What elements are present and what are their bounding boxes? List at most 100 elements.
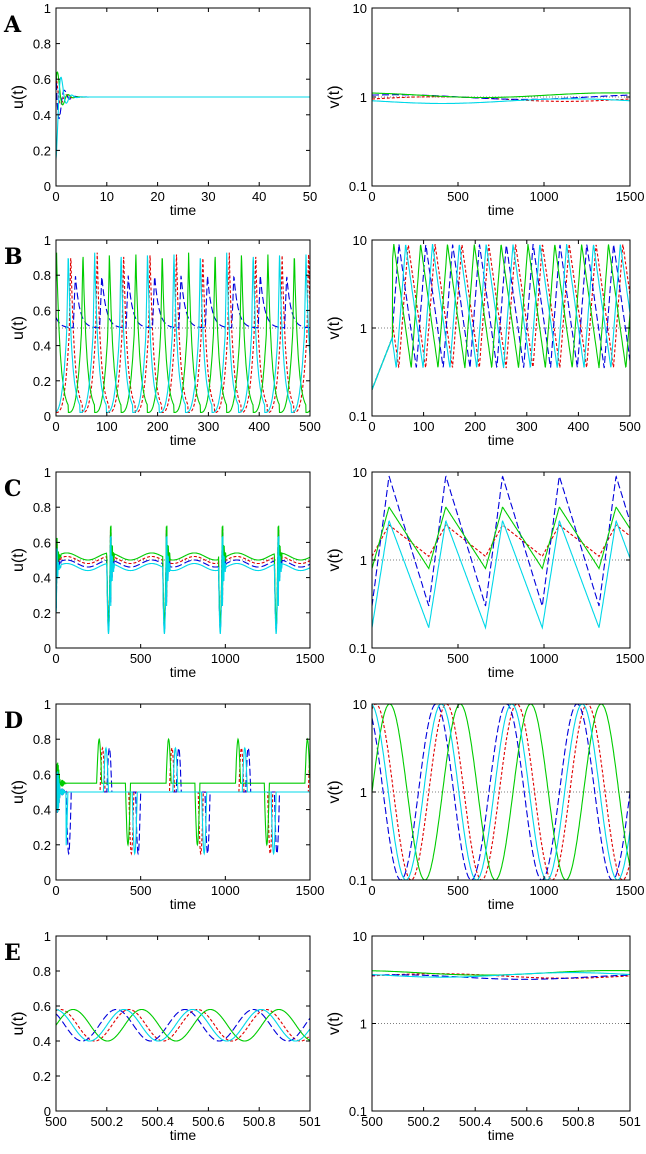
x-tick-label: 1500 bbox=[616, 883, 645, 898]
x-tick-label: 100 bbox=[96, 419, 118, 434]
y-axis-label: u(t) bbox=[10, 316, 27, 340]
panel-label-D: D bbox=[4, 708, 23, 734]
x-tick-label: 100 bbox=[413, 419, 435, 434]
y-tick-label: 0.8 bbox=[33, 964, 51, 979]
y-axis-label: u(t) bbox=[10, 1012, 27, 1036]
plot-C-u bbox=[55, 471, 311, 649]
plot-B-v bbox=[371, 239, 631, 417]
y-tick-label: 0.2 bbox=[33, 606, 51, 621]
y-tick-label: 0.1 bbox=[349, 873, 367, 888]
series-cyan bbox=[372, 972, 630, 978]
x-axis-label: time bbox=[488, 896, 515, 912]
y-tick-label: 0.8 bbox=[33, 37, 51, 52]
series-red bbox=[372, 96, 630, 102]
plot-D-u bbox=[55, 703, 311, 881]
x-tick-label: 500 bbox=[447, 189, 469, 204]
x-tick-label: 200 bbox=[147, 419, 169, 434]
y-tick-label: 0.4 bbox=[33, 1034, 51, 1049]
x-tick-label: 500 bbox=[130, 651, 152, 666]
y-axis-label: v(t) bbox=[326, 85, 343, 108]
x-tick-label: 500.2 bbox=[407, 1114, 440, 1129]
x-tick-label: 40 bbox=[252, 189, 266, 204]
x-tick-label: 500 bbox=[361, 1114, 383, 1129]
y-tick-label: 0.1 bbox=[349, 1104, 367, 1119]
x-tick-label: 20 bbox=[150, 189, 164, 204]
y-axis-label: v(t) bbox=[326, 548, 343, 571]
x-tick-label: 1000 bbox=[530, 189, 559, 204]
x-tick-label: 300 bbox=[516, 419, 538, 434]
x-tick-label: 500.4 bbox=[141, 1114, 174, 1129]
x-tick-label: 500.4 bbox=[459, 1114, 492, 1129]
series-green bbox=[56, 737, 310, 847]
plot-A-v bbox=[371, 7, 631, 187]
y-tick-label: 1 bbox=[360, 1017, 367, 1032]
series-cyan bbox=[372, 704, 630, 880]
plot-frame bbox=[55, 7, 311, 187]
y-tick-label: 0.6 bbox=[33, 767, 51, 782]
x-axis-label: time bbox=[170, 202, 197, 218]
x-tick-label: 1000 bbox=[530, 651, 559, 666]
y-tick-label: 1 bbox=[360, 785, 367, 800]
series-green bbox=[372, 92, 630, 99]
x-tick-label: 200 bbox=[464, 419, 486, 434]
plot-C-v bbox=[371, 471, 631, 649]
plot-A-u bbox=[55, 7, 311, 187]
series-cyan bbox=[56, 536, 310, 634]
x-tick-label: 500 bbox=[130, 883, 152, 898]
plot-frame bbox=[55, 935, 311, 1112]
series-blue bbox=[56, 1008, 310, 1042]
series-blue bbox=[372, 475, 630, 607]
y-tick-label: 0.1 bbox=[349, 179, 367, 194]
y-tick-label: 1 bbox=[44, 233, 51, 248]
x-axis-label: time bbox=[488, 1127, 515, 1143]
series-blue bbox=[56, 532, 310, 631]
series-green bbox=[56, 1008, 310, 1042]
series-cyan bbox=[56, 252, 310, 414]
y-tick-label: 1 bbox=[44, 929, 51, 944]
x-tick-label: 500.2 bbox=[91, 1114, 124, 1129]
series-blue bbox=[372, 974, 630, 980]
y-tick-label: 0 bbox=[44, 179, 51, 194]
series-cyan bbox=[372, 519, 630, 630]
y-tick-label: 0.4 bbox=[33, 108, 51, 123]
x-tick-label: 501 bbox=[619, 1114, 641, 1129]
x-tick-label: 50 bbox=[303, 189, 317, 204]
x-tick-label: 500 bbox=[447, 651, 469, 666]
plot-frame bbox=[55, 703, 311, 881]
x-tick-label: 0 bbox=[52, 651, 59, 666]
y-tick-label: 0.4 bbox=[33, 571, 51, 586]
series-green bbox=[56, 71, 310, 106]
y-axis-label: v(t) bbox=[326, 316, 343, 339]
series-red bbox=[56, 1008, 310, 1042]
panel-label-E: E bbox=[4, 940, 21, 966]
y-tick-label: 0.4 bbox=[33, 339, 51, 354]
y-tick-label: 0.2 bbox=[33, 1069, 51, 1084]
x-tick-label: 300 bbox=[198, 419, 220, 434]
y-tick-label: 10 bbox=[353, 929, 367, 944]
series-green bbox=[56, 525, 310, 624]
x-tick-label: 500 bbox=[447, 883, 469, 898]
x-tick-label: 0 bbox=[52, 883, 59, 898]
x-tick-label: 0 bbox=[368, 419, 375, 434]
y-tick-label: 10 bbox=[353, 1, 367, 16]
x-tick-label: 1500 bbox=[296, 883, 325, 898]
y-tick-label: 1 bbox=[360, 553, 367, 568]
series-blue bbox=[372, 244, 630, 390]
x-tick-label: 0 bbox=[368, 651, 375, 666]
y-tick-label: 1 bbox=[44, 697, 51, 712]
series-red bbox=[56, 75, 310, 105]
x-tick-label: 500.6 bbox=[511, 1114, 544, 1129]
y-tick-label: 1 bbox=[360, 90, 367, 105]
x-tick-label: 1500 bbox=[616, 651, 645, 666]
y-tick-label: 0 bbox=[44, 873, 51, 888]
y-tick-label: 0.6 bbox=[33, 303, 51, 318]
x-tick-label: 500 bbox=[45, 1114, 67, 1129]
x-tick-label: 0 bbox=[368, 189, 375, 204]
x-tick-label: 1500 bbox=[296, 651, 325, 666]
y-tick-label: 0.6 bbox=[33, 999, 51, 1014]
y-tick-label: 1 bbox=[44, 1, 51, 16]
y-tick-label: 0.8 bbox=[33, 268, 51, 283]
y-tick-label: 10 bbox=[353, 233, 367, 248]
x-axis-label: time bbox=[488, 202, 515, 218]
